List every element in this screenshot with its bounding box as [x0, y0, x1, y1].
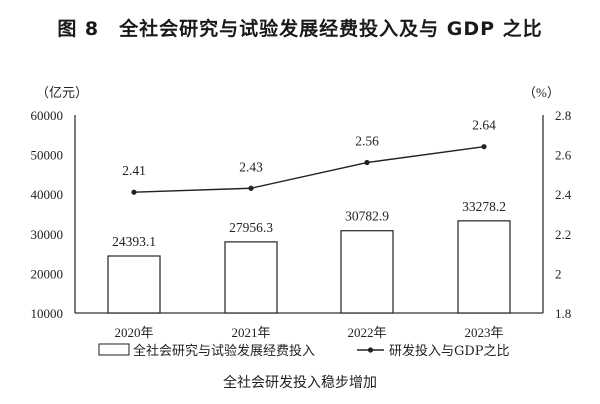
- x-tick-label: 2022年: [347, 325, 386, 340]
- right-tick-label: 2.4: [555, 187, 572, 202]
- chart-caption: 全社会研发投入稳步增加: [223, 374, 377, 391]
- chart-title: 图 8 全社会研究与试验发展经费投入及与 GDP 之比: [57, 18, 543, 40]
- left-axis-unit: （亿元）: [36, 85, 88, 100]
- right-tick-label: 1.8: [555, 306, 571, 321]
- legend-bar-label: 全社会研究与试验发展经费投入: [133, 343, 315, 359]
- right-tick-label: 2.6: [555, 148, 572, 163]
- line-marker: [364, 159, 370, 166]
- line-path: [133, 145, 485, 193]
- right-tick-label: 2: [555, 266, 562, 281]
- bar: [224, 241, 278, 314]
- x-tick-label: 2023年: [464, 325, 503, 340]
- bar-value-label: 24393.1: [112, 234, 156, 249]
- line-value-label: 2.56: [355, 134, 379, 149]
- legend-bar-swatch: [98, 343, 130, 356]
- line-value-label: 2.64: [472, 118, 496, 133]
- right-axis-ticks: 1.8 2 2.2 2.4 2.6 2.8: [555, 108, 572, 321]
- left-tick-label: 30000: [31, 227, 64, 242]
- left-tick-label: 40000: [31, 187, 64, 202]
- line-marker: [131, 189, 137, 195]
- legend-line-marker: [367, 347, 374, 353]
- right-tick-label: 2.2: [555, 227, 571, 242]
- x-axis-labels: 2020年 2021年 2022年 2023年: [114, 325, 503, 340]
- left-tick-label: 10000: [31, 306, 64, 321]
- left-tick-label: 60000: [31, 108, 64, 123]
- left-axis-ticks: 10000 20000 30000 40000 50000 60000: [31, 108, 64, 321]
- bar-value-label: 30782.9: [345, 209, 389, 224]
- bar: [107, 255, 161, 314]
- legend: 全社会研究与试验发展经费投入 研发投入与GDP之比: [98, 343, 510, 359]
- line-value-label: 2.41: [122, 163, 146, 178]
- x-tick-label: 2020年: [114, 325, 153, 340]
- left-tick-label: 20000: [31, 266, 64, 281]
- right-axis-unit: （%）: [523, 85, 560, 100]
- line-marker: [248, 185, 254, 191]
- left-tick-label: 50000: [31, 148, 64, 163]
- x-tick-label: 2021年: [231, 325, 270, 340]
- bar: [457, 220, 511, 314]
- bar-value-label: 27956.3: [229, 220, 273, 235]
- bar-value-label: 33278.2: [462, 199, 506, 214]
- right-tick-label: 2.8: [555, 108, 571, 123]
- bar: [340, 230, 394, 314]
- bar-series: 24393.1 27956.3 30782.9 33278.2: [107, 199, 511, 314]
- line-value-label: 2.43: [239, 159, 263, 174]
- line-marker: [481, 144, 487, 150]
- legend-line-label: 研发投入与GDP之比: [389, 343, 510, 359]
- line-series: 2.41 2.43 2.56 2.64: [122, 118, 496, 195]
